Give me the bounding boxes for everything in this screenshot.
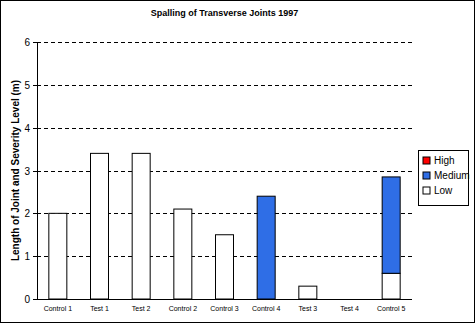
category-label: Test 4 xyxy=(340,305,359,312)
frame xyxy=(1,1,475,323)
bar xyxy=(382,273,400,299)
legend-swatch xyxy=(423,187,430,194)
tick-label: 0 xyxy=(24,294,30,305)
grid-line xyxy=(37,85,412,86)
bar xyxy=(132,153,150,299)
tick xyxy=(33,213,37,214)
bar xyxy=(299,286,317,287)
x-axis xyxy=(37,299,412,300)
tick xyxy=(33,85,37,86)
bar xyxy=(257,196,275,299)
y-label: Length of Joint and Severity Level (m) xyxy=(10,80,21,261)
bar xyxy=(216,235,234,299)
bar xyxy=(216,234,234,235)
title: Spalling of Transverse Joints 1997 xyxy=(151,8,299,18)
tick xyxy=(33,299,37,300)
category-label: Test 1 xyxy=(90,305,109,312)
bar xyxy=(132,153,150,154)
bar xyxy=(49,213,67,299)
bar xyxy=(91,153,109,154)
legend-label: Low xyxy=(434,185,453,196)
category-label: Test 3 xyxy=(298,305,317,312)
bar xyxy=(382,176,400,177)
bar xyxy=(257,196,275,197)
bar xyxy=(216,234,234,235)
bar xyxy=(382,177,400,273)
bar xyxy=(91,153,109,299)
y-axis xyxy=(37,42,38,299)
tick xyxy=(33,256,37,257)
category-label: Control 2 xyxy=(169,305,198,312)
grid-line xyxy=(37,299,412,300)
bar xyxy=(132,153,150,154)
tick-label: 2 xyxy=(24,208,30,219)
bars xyxy=(49,153,400,299)
bar xyxy=(174,209,192,299)
bar xyxy=(341,299,359,300)
category-label: Control 3 xyxy=(210,305,239,312)
bar xyxy=(299,286,317,287)
legend-swatch xyxy=(423,157,430,164)
bar xyxy=(341,299,359,300)
tick-label: 4 xyxy=(24,123,30,134)
bar xyxy=(341,299,359,300)
tick xyxy=(33,42,37,43)
grid-line xyxy=(37,42,412,43)
tick-label: 1 xyxy=(24,251,30,262)
category-label: Test 2 xyxy=(132,305,151,312)
grid-line xyxy=(37,128,412,129)
category-label: Control 5 xyxy=(377,305,406,312)
category-label: Control 4 xyxy=(252,305,281,312)
bar xyxy=(91,153,109,154)
category-label: Control 1 xyxy=(44,305,73,312)
bar xyxy=(299,286,317,299)
tick xyxy=(33,128,37,129)
legend-label: Medium xyxy=(434,170,470,181)
bar xyxy=(49,213,67,214)
chart: Spalling of Transverse Joints 1997 Length… xyxy=(0,0,475,323)
tick-label: 3 xyxy=(24,166,30,177)
tick-label: 5 xyxy=(24,80,30,91)
bar xyxy=(174,209,192,210)
tick-label: 6 xyxy=(24,37,30,48)
tick xyxy=(33,171,37,172)
bar xyxy=(174,209,192,210)
bar xyxy=(49,213,67,214)
legend-label: High xyxy=(434,155,455,166)
legend-swatch xyxy=(423,172,430,179)
